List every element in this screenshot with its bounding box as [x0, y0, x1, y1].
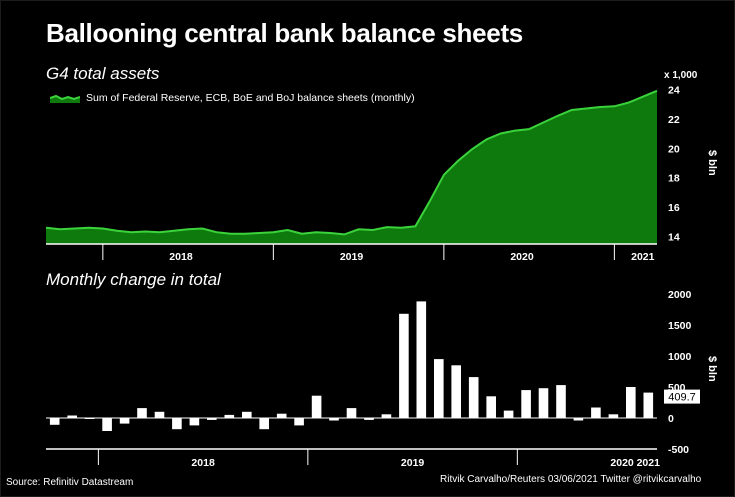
area-y-tick-label: 14	[668, 232, 680, 244]
legend: Sum of Federal Reserve, ECB, BoE and BoJ…	[50, 92, 415, 104]
bar	[172, 418, 182, 430]
bar-x-tick-label: 2021	[637, 457, 661, 469]
bar	[119, 418, 130, 424]
bar	[364, 418, 374, 420]
bar-y-tick-label: 2000	[668, 289, 692, 301]
legend-swatch-icon	[50, 94, 80, 103]
bar	[67, 415, 77, 418]
bar	[643, 392, 654, 418]
bar	[451, 365, 461, 418]
bar	[521, 390, 531, 418]
bar	[294, 418, 304, 426]
bar-y-tick-label: 1000	[668, 351, 692, 363]
area-y-tick-label: 18	[668, 173, 680, 185]
bar-y-tick-label: 0	[668, 413, 674, 425]
bar	[486, 396, 496, 418]
area-y-tick-label: 20	[668, 143, 680, 155]
y-multiplier-label: x 1,000	[664, 70, 698, 81]
bar	[311, 395, 322, 418]
area-y-tick-label: 24	[668, 84, 680, 96]
bar	[259, 418, 269, 430]
bar	[242, 411, 252, 418]
area-x-tick-label: 2021	[631, 251, 655, 263]
chart-title: Ballooning central bank balance sheets	[46, 18, 523, 48]
bar	[626, 387, 636, 418]
bar	[189, 418, 200, 426]
area-line	[45, 89, 658, 236]
legend-label: Sum of Federal Reserve, ECB, BoE and BoJ…	[86, 92, 415, 104]
bar	[207, 418, 217, 420]
bar	[276, 413, 287, 418]
area-x-tick-label: 2018	[169, 251, 193, 263]
bar	[224, 414, 235, 418]
bar	[434, 359, 444, 418]
bar	[346, 408, 357, 418]
annotation-box	[664, 389, 700, 404]
bar	[416, 301, 427, 418]
bar	[468, 377, 479, 418]
bar	[329, 418, 339, 421]
bar	[608, 414, 619, 418]
bar-x-tick-label: 2019	[401, 457, 425, 469]
bar	[573, 418, 584, 421]
area-y-tick-label: 16	[668, 202, 680, 214]
bar	[381, 414, 392, 418]
bar	[591, 407, 601, 418]
bar-y-tick-label: 1500	[668, 320, 692, 332]
bar	[399, 313, 409, 418]
source-note: Source: Refinitiv Datastream	[6, 477, 134, 488]
area-chart-subtitle: G4 total assets	[46, 64, 160, 83]
area-x-tick-label: 2020	[510, 251, 534, 263]
bar	[503, 410, 514, 418]
annotation-label: 409.7	[668, 392, 696, 404]
area-fill	[46, 90, 657, 244]
bar	[538, 388, 549, 418]
bar	[137, 408, 147, 418]
area-y-tick-label: 22	[668, 114, 680, 126]
bar	[102, 418, 112, 431]
credit-note: Ritvik Carvalho/Reuters 03/06/2021 Twitt…	[440, 474, 702, 485]
bar-x-tick-label: 2020	[610, 457, 634, 469]
bar	[154, 411, 165, 418]
bar	[556, 385, 566, 418]
area-x-tick-label: 2019	[340, 251, 364, 263]
bar-x-tick-label: 2018	[191, 457, 215, 469]
bar	[49, 418, 60, 425]
bar-chart-subtitle: Monthly change in total	[46, 270, 221, 289]
bar-y-tick-label: -500	[668, 444, 689, 456]
